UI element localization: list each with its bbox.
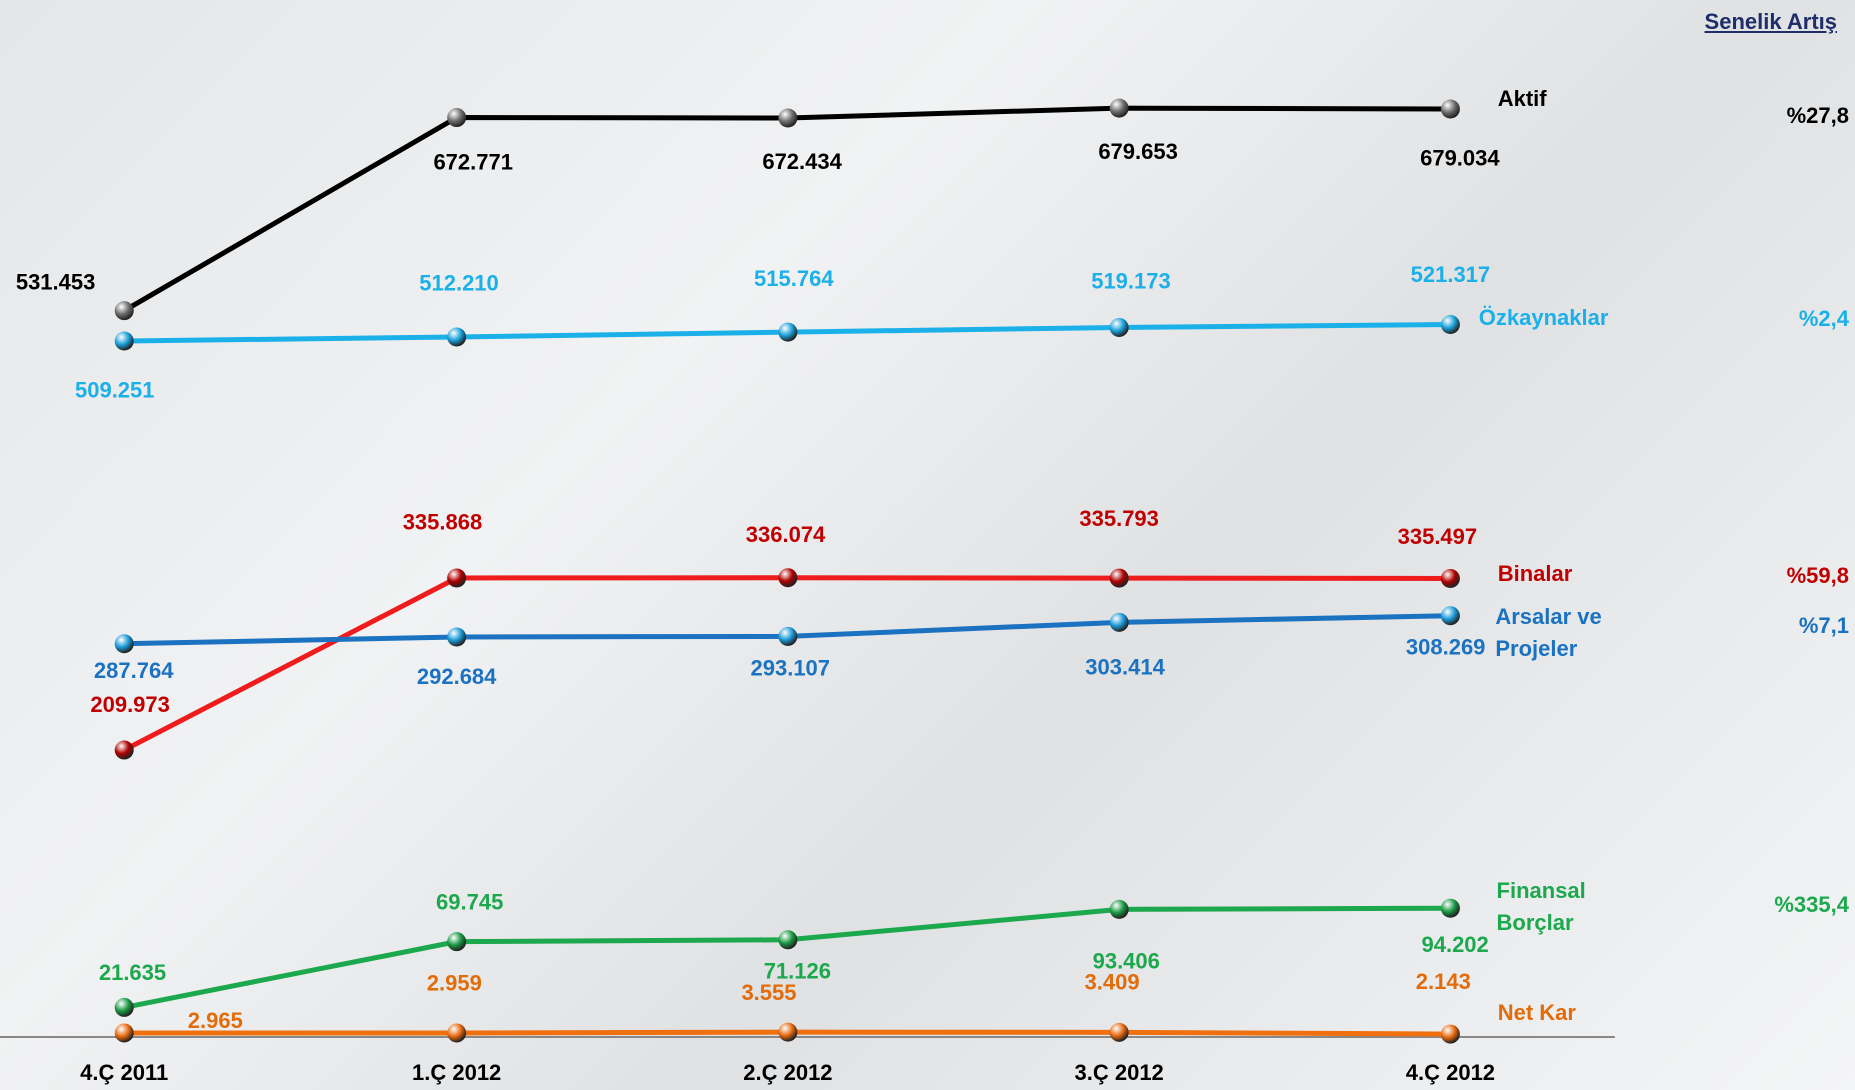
marker [1440, 568, 1460, 588]
data-label: 94.202 [1421, 932, 1488, 957]
growth-title: Senelik Artış [1704, 9, 1837, 34]
marker [1440, 898, 1460, 918]
marker [114, 740, 134, 760]
marker [447, 108, 467, 128]
growth-value: %59,8 [1786, 563, 1849, 589]
growth-value: %7,1 [1798, 612, 1849, 638]
data-label: 519.173 [1091, 268, 1171, 293]
marker [1109, 899, 1129, 919]
data-label: 2.959 [427, 970, 482, 995]
marker [114, 331, 134, 351]
data-label: 209.973 [90, 692, 170, 717]
data-label: 335.868 [403, 509, 483, 534]
x-tick-label: 3.Ç 2012 [1075, 1060, 1164, 1085]
marker [1109, 612, 1129, 632]
data-label: 287.764 [94, 658, 174, 683]
marker [447, 327, 467, 347]
legend-entry: Binalar [1497, 561, 1573, 587]
x-tick-label: 4.Ç 2012 [1406, 1060, 1495, 1085]
marker [1109, 1022, 1129, 1042]
marker [1440, 99, 1460, 119]
x-tick-label: 1.Ç 2012 [412, 1060, 501, 1085]
data-label: 93.406 [1093, 948, 1160, 973]
marker [778, 626, 798, 646]
marker [778, 322, 798, 342]
x-tick-label: 4.Ç 2011 [80, 1060, 168, 1085]
legend-entry: Finansal Borçlar [1496, 878, 1586, 936]
growth-value: %27,8 [1786, 102, 1849, 128]
marker [447, 568, 467, 588]
data-label: 672.771 [433, 149, 513, 174]
data-label: 509.251 [75, 378, 155, 403]
data-label: 69.745 [436, 890, 503, 915]
x-tick-label: 2.Ç 2012 [743, 1060, 832, 1085]
data-label: 3.555 [741, 980, 796, 1005]
data-label: 2.143 [1416, 969, 1471, 994]
legend-entry: Arsalar ve Projeler [1495, 603, 1602, 661]
data-label: 521.317 [1411, 262, 1491, 287]
marker [447, 627, 467, 647]
data-label: 335.793 [1079, 506, 1159, 531]
data-label: 292.684 [417, 664, 497, 689]
data-label: 672.434 [762, 149, 842, 174]
data-label: 71.126 [764, 959, 831, 984]
marker [778, 568, 798, 588]
legend-entry: Aktif [1497, 85, 1547, 111]
marker [778, 1022, 798, 1042]
data-label: 293.107 [751, 655, 831, 680]
marker [447, 932, 467, 952]
marker [778, 108, 798, 128]
marker [778, 930, 798, 950]
marker [1109, 317, 1129, 337]
data-label: 679.034 [1420, 146, 1500, 171]
data-label: 335.497 [1398, 524, 1478, 549]
marker [114, 1023, 134, 1043]
legend-entry: Özkaynaklar [1478, 304, 1609, 330]
marker [1440, 1024, 1460, 1044]
marker [1109, 98, 1129, 118]
marker [114, 634, 134, 654]
legend-entry: Net Kar [1497, 1000, 1576, 1026]
marker [447, 1023, 467, 1043]
data-label: 2.965 [188, 1008, 243, 1033]
data-label: 336.074 [746, 522, 826, 547]
data-label: 679.653 [1098, 139, 1178, 164]
marker [1440, 315, 1460, 335]
growth-value: %335,4 [1774, 892, 1849, 918]
data-label: 3.409 [1085, 970, 1140, 995]
data-label: 21.635 [99, 960, 166, 985]
data-label: 303.414 [1085, 654, 1165, 679]
data-label: 308.269 [1406, 635, 1486, 660]
data-label: 515.764 [754, 266, 834, 291]
marker [114, 301, 134, 321]
growth-value: %2,4 [1798, 306, 1849, 332]
data-label: 512.210 [419, 271, 499, 296]
data-label: 531.453 [16, 269, 96, 294]
marker [114, 997, 134, 1017]
marker [1440, 606, 1460, 626]
marker [1109, 568, 1129, 588]
